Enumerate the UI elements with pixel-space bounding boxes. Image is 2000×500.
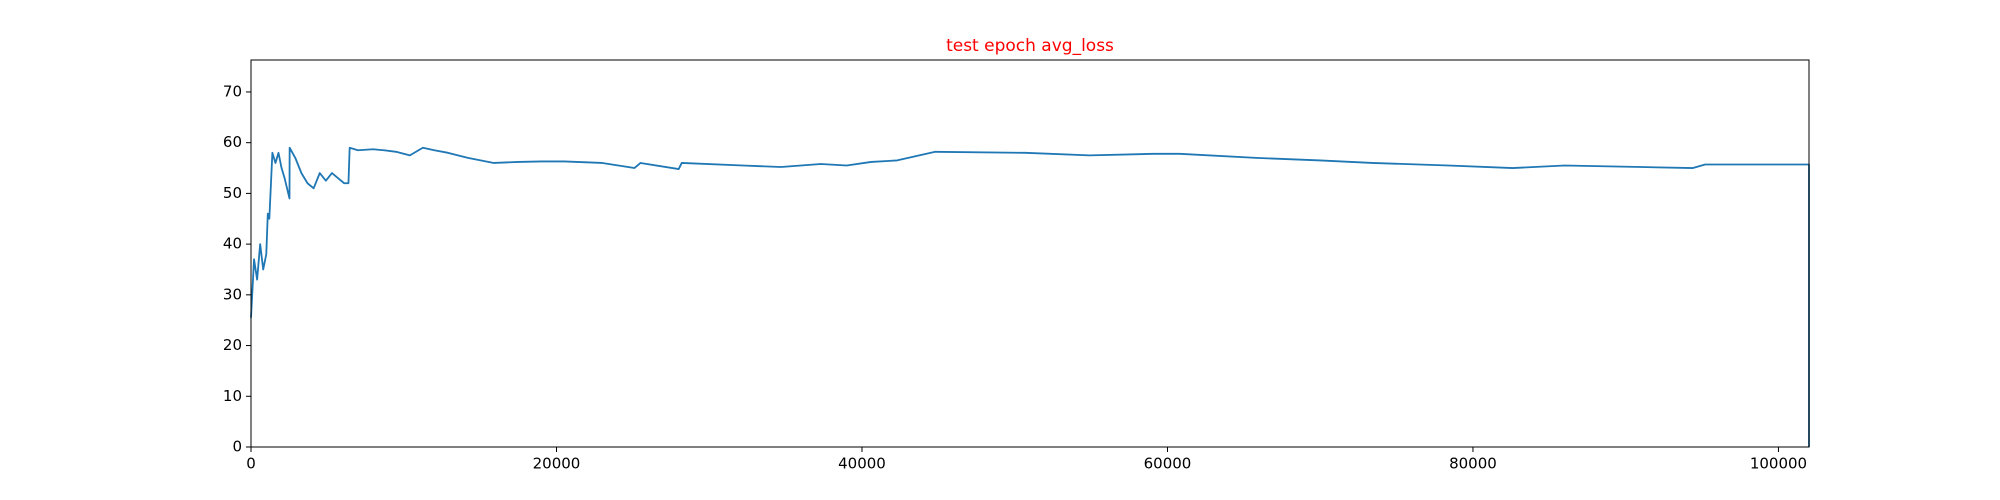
- x-tick-label: 80000: [1449, 455, 1497, 473]
- chart-title: test epoch avg_loss: [946, 36, 1114, 56]
- y-tick-label: 30: [223, 285, 242, 303]
- y-tick-label: 10: [223, 387, 242, 405]
- y-tick-label: 50: [223, 184, 242, 202]
- x-tick-label: 20000: [533, 455, 581, 473]
- line: [250, 146, 1810, 447]
- plot-frame: [250, 59, 1810, 448]
- y-tick-label: 0: [232, 438, 242, 456]
- x-tick-label: 40000: [838, 455, 886, 473]
- x-tick-label: 0: [246, 455, 256, 473]
- x-tick-label: 100000: [1750, 455, 1807, 473]
- y-tick-label: 20: [223, 336, 242, 354]
- x-tick-label: 60000: [1144, 455, 1192, 473]
- y-tick-label: 60: [223, 133, 242, 151]
- y-tick-label: 70: [223, 82, 242, 100]
- y-tick-label: 40: [223, 235, 242, 253]
